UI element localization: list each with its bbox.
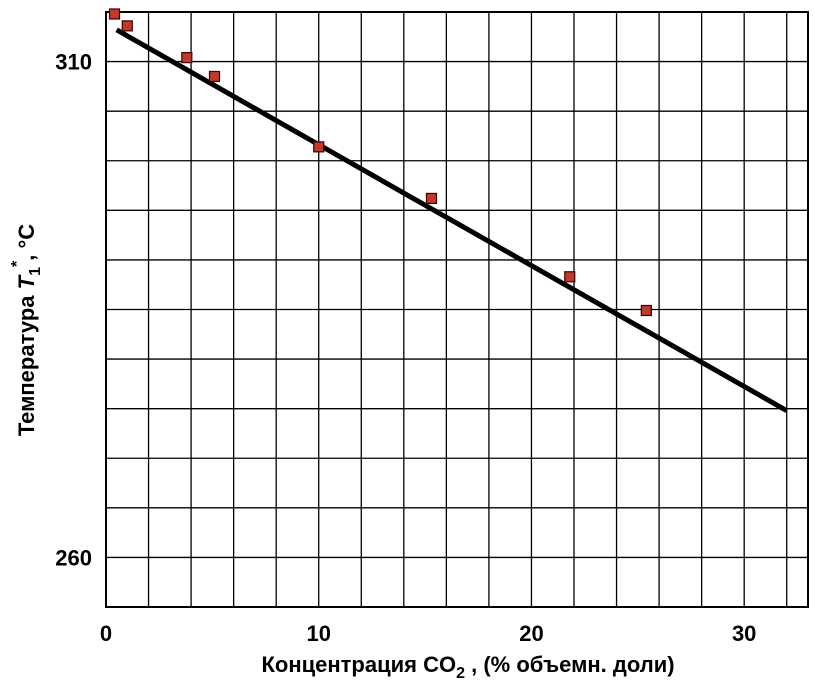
fit-line bbox=[115, 27, 788, 413]
y-tick-label: 310 bbox=[55, 50, 92, 75]
y-tick-label: 260 bbox=[55, 545, 92, 570]
data-point bbox=[108, 8, 121, 20]
data-point bbox=[208, 70, 221, 83]
data-point bbox=[564, 271, 576, 283]
x-axis-label: Концентрация CO2 , (% объемн. доли) bbox=[261, 652, 674, 681]
x-tick-label: 10 bbox=[306, 621, 330, 646]
grid bbox=[106, 12, 808, 607]
x-tick-label: 30 bbox=[732, 621, 756, 646]
data-point bbox=[121, 20, 133, 32]
data-point bbox=[313, 141, 325, 153]
plot-frame bbox=[105, 11, 809, 608]
data-point bbox=[181, 52, 193, 64]
x-tick-label: 20 bbox=[519, 621, 543, 646]
data-point bbox=[425, 192, 438, 205]
x-tick-labels: 0 10 20 30 bbox=[100, 621, 757, 646]
data-point bbox=[640, 304, 652, 317]
y-tick-labels: 260 310 bbox=[55, 50, 92, 571]
y-axis-label: Температура T1*, °C bbox=[9, 224, 44, 436]
x-tick-label: 0 bbox=[100, 621, 112, 646]
data-points bbox=[108, 8, 652, 317]
